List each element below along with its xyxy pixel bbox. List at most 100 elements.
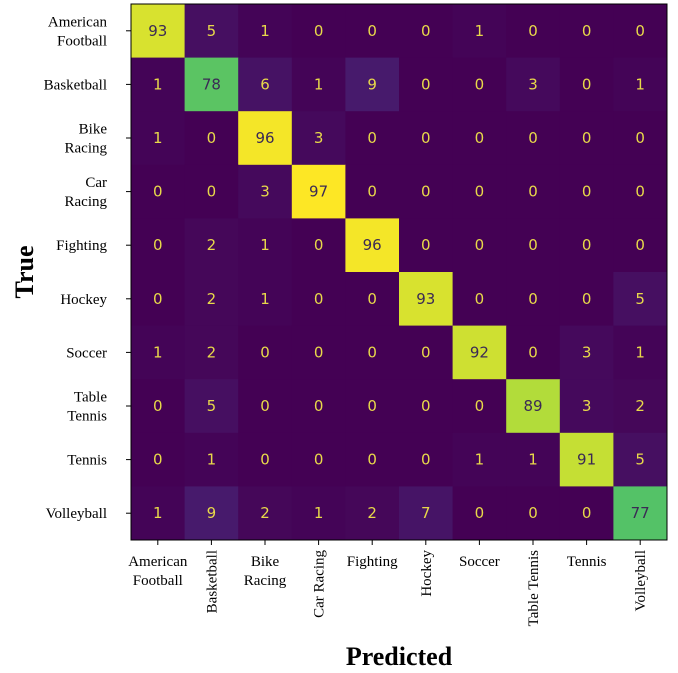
cell-value-label: 0 bbox=[153, 451, 163, 469]
cell-value-label: 0 bbox=[367, 451, 377, 469]
cell-value-label: 2 bbox=[635, 397, 645, 415]
cell-value-label: 3 bbox=[314, 129, 324, 147]
cell-value-label: 0 bbox=[314, 397, 324, 415]
y-tick-label: Bike Racing bbox=[65, 122, 108, 157]
cell-value-label: 6 bbox=[260, 75, 270, 93]
heatmap-cell bbox=[291, 486, 346, 541]
heatmap-cell bbox=[452, 164, 507, 219]
cell-value-label: 3 bbox=[260, 183, 270, 201]
cell-value-label: 0 bbox=[153, 236, 163, 254]
heatmap-cell bbox=[131, 325, 186, 380]
heatmap-cell bbox=[238, 379, 293, 434]
heatmap-cell bbox=[399, 164, 454, 219]
heatmap-cell bbox=[131, 272, 186, 327]
plot-frame bbox=[130, 3, 668, 541]
heatmap-cells: 93 5 1 0 0 0 1 0 0 01 78 6 1 9 0 0 3 0 11 0 96 3 0 0 0 0 0 00 0 3 97 0 0… bbox=[131, 4, 668, 541]
heatmap-cell bbox=[399, 218, 454, 273]
cell-value-label: 1 bbox=[528, 451, 538, 469]
cell-value-label: 7 bbox=[421, 504, 431, 522]
heatmap-cell bbox=[184, 379, 239, 434]
heatmap-cell bbox=[399, 486, 454, 541]
cell-value-label: 0 bbox=[475, 504, 485, 522]
cell-value-label: 0 bbox=[367, 397, 377, 415]
cell-value-label: 3 bbox=[528, 75, 538, 93]
heatmap-cell bbox=[291, 4, 346, 59]
cell-value-label: 0 bbox=[582, 504, 592, 522]
heatmap-cell bbox=[506, 164, 561, 219]
heatmap-cell bbox=[131, 432, 186, 487]
heatmap-cell bbox=[345, 432, 400, 487]
heatmap-cell bbox=[184, 272, 239, 327]
heatmap-cell bbox=[345, 218, 400, 273]
heatmap-cell bbox=[613, 486, 668, 541]
cell-value-label: 2 bbox=[207, 236, 217, 254]
cell-value-label: 0 bbox=[475, 236, 485, 254]
y-tick-label: Car Racing bbox=[65, 175, 108, 210]
cell-value-label: 0 bbox=[153, 397, 163, 415]
cell-value-label: 0 bbox=[421, 343, 431, 361]
cell-value-label: 5 bbox=[635, 451, 645, 469]
cell-value-label: 1 bbox=[153, 129, 163, 147]
cell-value-label: 0 bbox=[528, 343, 538, 361]
cell-value-label: 96 bbox=[363, 236, 382, 254]
x-tick-label: American Football bbox=[128, 554, 188, 589]
cell-value-label: 97 bbox=[309, 183, 328, 201]
cell-value-label: 0 bbox=[528, 236, 538, 254]
cell-value-label: 1 bbox=[207, 451, 217, 469]
cell-value-label: 93 bbox=[148, 22, 167, 40]
cell-value-label: 3 bbox=[582, 397, 592, 415]
x-tick-label: Tennis bbox=[567, 554, 607, 570]
cell-value-label: 92 bbox=[470, 343, 489, 361]
heatmap-cell bbox=[184, 432, 239, 487]
y-tick-label: Volleyball bbox=[46, 506, 107, 522]
cell-value-label: 0 bbox=[421, 236, 431, 254]
cell-value-label: 89 bbox=[523, 397, 542, 415]
heatmap-cell bbox=[345, 111, 400, 166]
heatmap-cell bbox=[559, 57, 614, 112]
x-ticks: American Football Basketball Bike Racing Car … bbox=[128, 540, 649, 626]
x-tick-label: Volleyball bbox=[633, 550, 649, 611]
cell-value-label: 0 bbox=[635, 183, 645, 201]
cell-value-label: 0 bbox=[421, 129, 431, 147]
cell-value-label: 0 bbox=[582, 22, 592, 40]
heatmap-cell bbox=[613, 111, 668, 166]
cell-value-label: 0 bbox=[314, 236, 324, 254]
cell-value-label: 0 bbox=[314, 343, 324, 361]
cell-value-label: 2 bbox=[207, 343, 217, 361]
heatmap-cell bbox=[238, 111, 293, 166]
heatmap-cell bbox=[238, 432, 293, 487]
heatmap-cell bbox=[452, 57, 507, 112]
heatmap-cell bbox=[452, 325, 507, 380]
heatmap-cell bbox=[559, 272, 614, 327]
heatmap-cell bbox=[131, 111, 186, 166]
heatmap-cell bbox=[131, 218, 186, 273]
heatmap-cell bbox=[506, 486, 561, 541]
heatmap-cell bbox=[184, 325, 239, 380]
cell-value-label: 0 bbox=[582, 129, 592, 147]
cell-value-label: 0 bbox=[582, 236, 592, 254]
heatmap-cell bbox=[131, 4, 186, 59]
cell-value-label: 1 bbox=[475, 451, 485, 469]
cell-value-label: 0 bbox=[421, 397, 431, 415]
cell-value-label: 0 bbox=[260, 451, 270, 469]
heatmap-cell bbox=[345, 379, 400, 434]
heatmap-cell bbox=[345, 4, 400, 59]
heatmap-cell bbox=[291, 111, 346, 166]
heatmap-cell bbox=[559, 4, 614, 59]
heatmap-cell bbox=[399, 379, 454, 434]
cell-value-label: 1 bbox=[260, 22, 270, 40]
heatmap-cell bbox=[399, 325, 454, 380]
heatmap-cell bbox=[345, 164, 400, 219]
cell-value-label: 2 bbox=[207, 290, 217, 308]
heatmap-cell bbox=[131, 57, 186, 112]
heatmap-cell bbox=[452, 218, 507, 273]
cell-value-label: 1 bbox=[635, 343, 645, 361]
heatmap-cell bbox=[238, 325, 293, 380]
cell-value-label: 91 bbox=[577, 451, 596, 469]
cell-value-label: 0 bbox=[528, 129, 538, 147]
cell-value-label: 0 bbox=[582, 290, 592, 308]
heatmap-cell bbox=[452, 486, 507, 541]
heatmap-cell bbox=[613, 4, 668, 59]
y-tick-label: Soccer bbox=[66, 345, 107, 361]
cell-value-label: 0 bbox=[635, 22, 645, 40]
